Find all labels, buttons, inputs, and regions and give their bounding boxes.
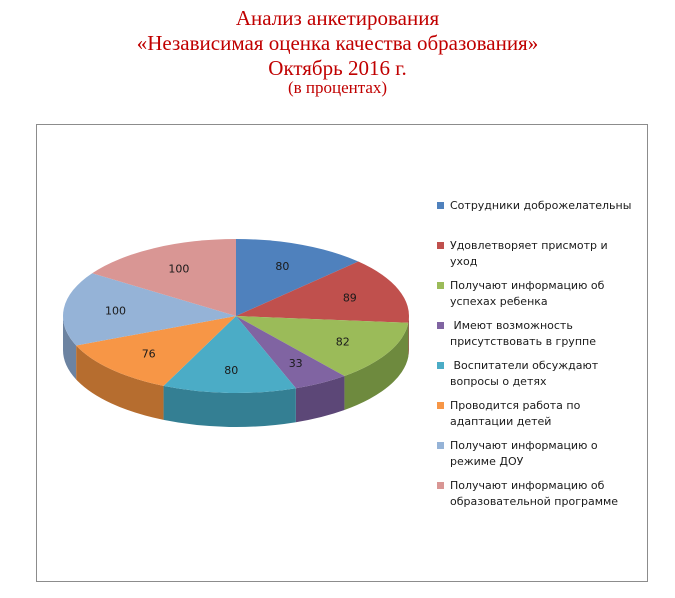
- pie-slice-4: [163, 316, 296, 394]
- data-label-7: 100: [168, 262, 189, 275]
- pie-slice-2: [236, 316, 409, 376]
- legend-swatch-6: [437, 442, 444, 449]
- legend-item-6: Получают информацию о режиме ДОУ: [437, 438, 637, 470]
- data-label-5: 76: [142, 347, 156, 360]
- data-label-4: 80: [224, 364, 238, 377]
- legend-label-6: Получают информацию о режиме ДОУ: [450, 439, 598, 468]
- chart-title-line-2: «Независимая оценка качества образования…: [136, 31, 539, 55]
- legend-item-4: Воспитатели обсуждают вопросы о детях: [437, 358, 637, 390]
- legend-label-3: Имеют возможность присутствовать в групп…: [450, 319, 596, 348]
- legend-item-1: Удовлетворяет присмотр и уход: [437, 238, 637, 270]
- legend-item-2: Получают информацию об успехах ребенка: [437, 278, 637, 310]
- data-label-1: 89: [343, 292, 357, 305]
- pie-slice-1: [236, 261, 410, 323]
- legend-swatch-5: [437, 402, 444, 409]
- data-label-0: 80: [275, 260, 289, 273]
- chart-subtitle: (в процентах): [287, 78, 388, 97]
- data-label-2: 82: [336, 335, 350, 348]
- legend-label-4: Воспитатели обсуждают вопросы о детях: [450, 359, 599, 388]
- legend-label-7: Получают информацию об образовательной п…: [450, 479, 619, 508]
- pie-tops: [62, 239, 410, 394]
- pie-slice-side-1: [408, 316, 409, 357]
- pie-slice-side-2: [344, 322, 409, 410]
- pie-slice-6: [62, 273, 236, 346]
- chart-title-block: Анализ анкетирования «Независимая оценка…: [0, 6, 675, 97]
- legend-item-5: Проводится работа по адаптации детей: [437, 398, 637, 430]
- legend-swatch-2: [437, 282, 444, 289]
- pie-slice-5: [76, 316, 236, 386]
- pie-slice-side-3: [295, 376, 345, 423]
- legend-swatch-4: [437, 362, 444, 369]
- pie-slice-7: [92, 239, 236, 316]
- pie-slice-side-4: [163, 385, 296, 428]
- legend-item-7: Получают информацию об образовательной п…: [437, 478, 637, 510]
- pie-sides: [63, 316, 409, 428]
- data-label-6: 100: [105, 305, 126, 318]
- pie-slice-3: [236, 316, 345, 389]
- legend-swatch-3: [437, 322, 444, 329]
- legend-item-0: Сотрудники доброжелательны: [437, 198, 637, 214]
- pie-slice-side-6: [63, 316, 77, 380]
- pie-slice-0: [236, 239, 359, 316]
- legend-item-3: Имеют возможность присутствовать в групп…: [437, 318, 637, 350]
- legend-swatch-1: [437, 242, 444, 249]
- legend-label-2: Получают информацию об успехах ребенка: [450, 279, 605, 308]
- legend-label-5: Проводится работа по адаптации детей: [450, 399, 581, 428]
- pie-slice-side-5: [76, 345, 164, 420]
- legend-swatch-0: [437, 202, 444, 209]
- legend-label-1: Удовлетворяет присмотр и уход: [450, 239, 612, 268]
- chart-title-line-3: Октябрь 2016 г.: [268, 56, 407, 80]
- pie-data-labels: 80 89 82 33 80 76 100 100: [105, 260, 357, 377]
- legend-swatch-7: [437, 482, 444, 489]
- legend-label-0: Сотрудники доброжелательны: [450, 199, 632, 212]
- chart-title-line-1: Анализ анкетирования: [235, 6, 440, 30]
- data-label-3: 33: [289, 357, 303, 370]
